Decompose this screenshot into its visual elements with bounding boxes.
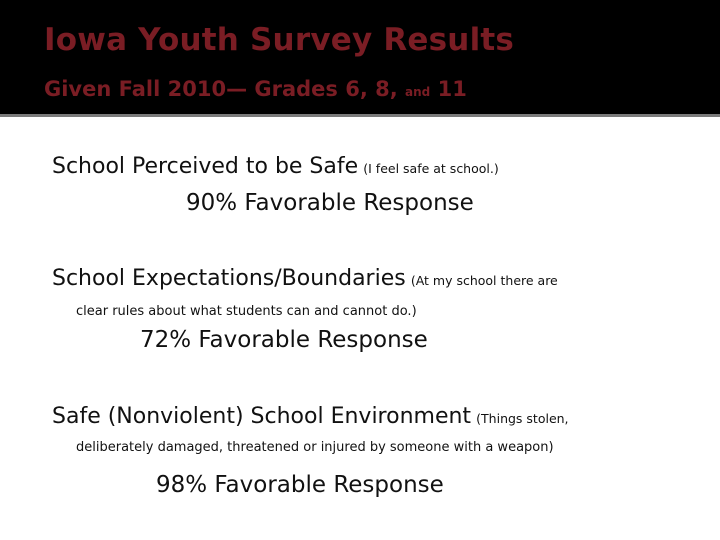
item-2-detail: clear rules about what students can and … (76, 304, 417, 319)
item-3-heading-line: Safe (Nonviolent) School Environment (Th… (52, 404, 569, 429)
item-2-note: (At my school there are (410, 273, 558, 288)
item-2-result: 72% Favorable Response (140, 327, 428, 353)
subtitle-end: 11 (437, 77, 467, 101)
slide-title: Iowa Youth Survey Results (44, 22, 515, 58)
item-3-heading: Safe (Nonviolent) School Environment (52, 404, 472, 429)
item-2-heading: School Expectations/Boundaries (52, 266, 406, 291)
item-3-result: 98% Favorable Response (156, 472, 444, 498)
title-bar (0, 0, 720, 114)
item-1-heading: School Perceived to be Safe (52, 154, 359, 179)
subtitle-main: Given Fall 2010— Grades 6, 8, (44, 77, 398, 101)
item-1-heading-line: School Perceived to be Safe (I feel safe… (52, 154, 499, 179)
slide-subtitle: Given Fall 2010— Grades 6, 8, and 11 (44, 77, 467, 101)
item-1-note: (I feel safe at school.) (363, 161, 499, 176)
item-3-note: (Things stolen, (476, 411, 569, 426)
subtitle-and: and (405, 85, 431, 99)
item-1-result: 90% Favorable Response (186, 190, 474, 216)
item-3-detail: deliberately damaged, threatened or inju… (76, 440, 554, 455)
title-bar-divider (0, 114, 720, 117)
item-2-heading-line: School Expectations/Boundaries (At my sc… (52, 266, 558, 291)
